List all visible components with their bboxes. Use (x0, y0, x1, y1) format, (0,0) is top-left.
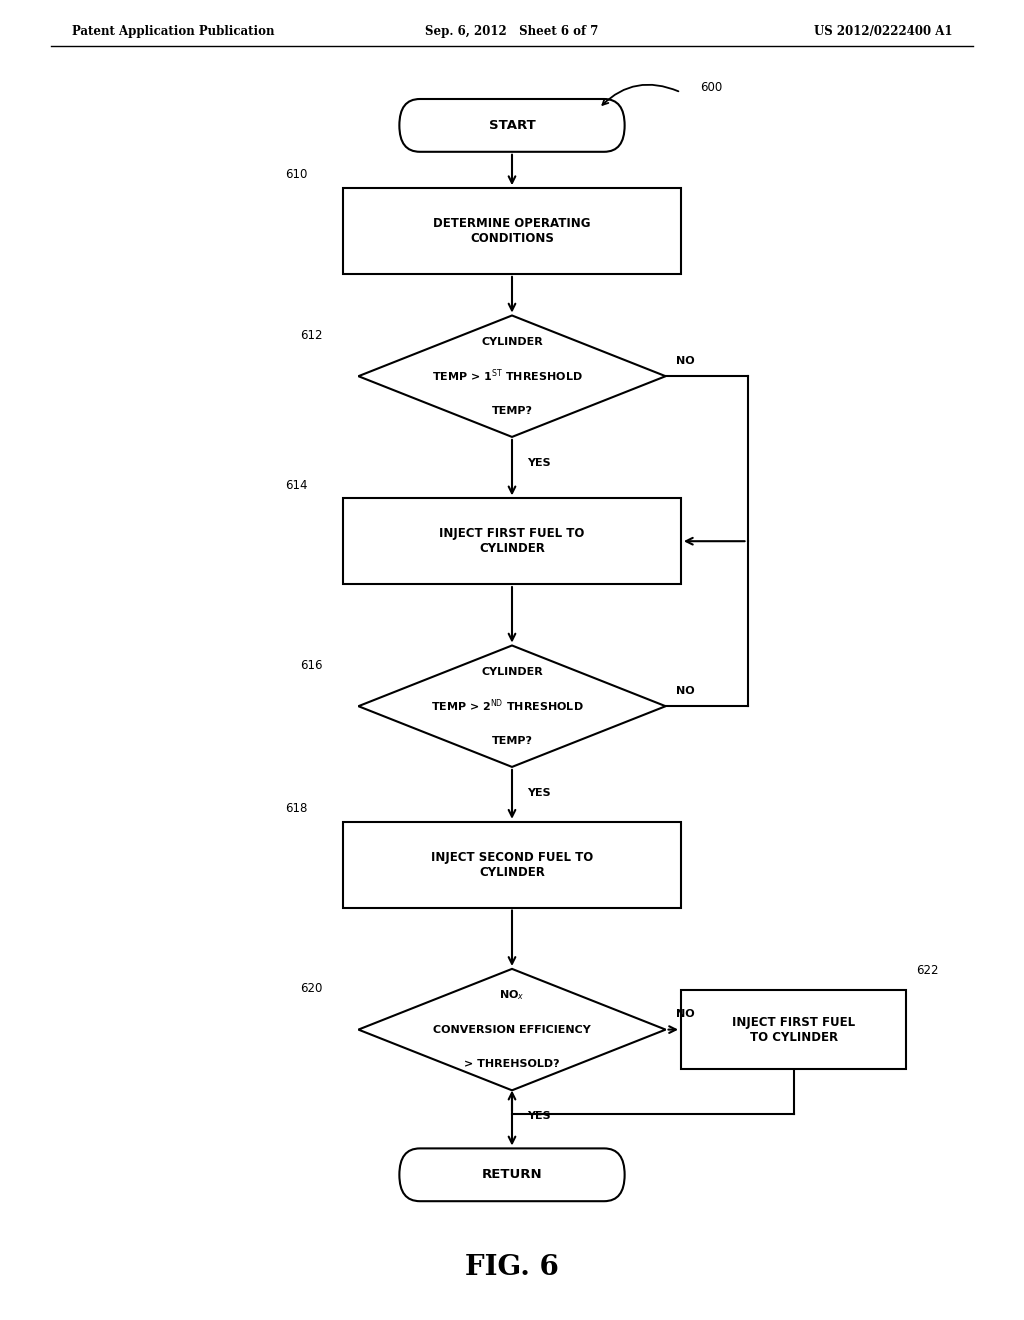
Bar (681, 990, 906, 1069)
Text: YES: YES (527, 458, 551, 469)
Text: CYLINDER: CYLINDER (481, 337, 543, 347)
Text: CYLINDER: CYLINDER (481, 667, 543, 677)
Text: NO: NO (676, 355, 694, 366)
Text: 600: 600 (700, 81, 723, 94)
Bar (343, 821, 681, 908)
Text: TEMP?: TEMP? (492, 735, 532, 746)
Polygon shape (358, 315, 666, 437)
Text: START: START (488, 119, 536, 132)
FancyBboxPatch shape (399, 1148, 625, 1201)
Text: TEMP > 2$^{\sf ND}$ THRESHOLD: TEMP > 2$^{\sf ND}$ THRESHOLD (430, 698, 584, 714)
Text: RETURN: RETURN (481, 1168, 543, 1181)
Text: 616: 616 (300, 659, 323, 672)
Text: Sep. 6, 2012   Sheet 6 of 7: Sep. 6, 2012 Sheet 6 of 7 (425, 25, 599, 38)
Text: FIG. 6: FIG. 6 (465, 1254, 559, 1280)
Text: 612: 612 (300, 329, 323, 342)
Text: TEMP > 1$^{\sf ST}$ THRESHOLD: TEMP > 1$^{\sf ST}$ THRESHOLD (431, 368, 583, 384)
Bar (343, 189, 681, 275)
Text: 618: 618 (285, 803, 307, 816)
Text: 622: 622 (916, 964, 939, 977)
Text: Patent Application Publication: Patent Application Publication (72, 25, 274, 38)
Text: INJECT FIRST FUEL
TO CYLINDER: INJECT FIRST FUEL TO CYLINDER (732, 1015, 855, 1044)
Text: NO$_x$: NO$_x$ (500, 989, 524, 1002)
Polygon shape (358, 969, 666, 1090)
Text: NO: NO (676, 685, 694, 696)
Bar (343, 498, 681, 583)
Text: NO: NO (676, 1008, 694, 1019)
Text: CONVERSION EFFICIENCY: CONVERSION EFFICIENCY (433, 1024, 591, 1035)
Polygon shape (358, 645, 666, 767)
Text: INJECT FIRST FUEL TO
CYLINDER: INJECT FIRST FUEL TO CYLINDER (439, 527, 585, 556)
Text: YES: YES (527, 1111, 551, 1122)
Text: YES: YES (527, 788, 551, 799)
Text: DETERMINE OPERATING
CONDITIONS: DETERMINE OPERATING CONDITIONS (433, 216, 591, 246)
Text: US 2012/0222400 A1: US 2012/0222400 A1 (814, 25, 952, 38)
Text: TEMP?: TEMP? (492, 405, 532, 416)
Text: 614: 614 (285, 479, 307, 492)
Text: INJECT SECOND FUEL TO
CYLINDER: INJECT SECOND FUEL TO CYLINDER (431, 850, 593, 879)
FancyBboxPatch shape (399, 99, 625, 152)
Text: > THREHSOLD?: > THREHSOLD? (464, 1059, 560, 1069)
Text: 610: 610 (285, 169, 307, 181)
Text: 620: 620 (300, 982, 323, 995)
